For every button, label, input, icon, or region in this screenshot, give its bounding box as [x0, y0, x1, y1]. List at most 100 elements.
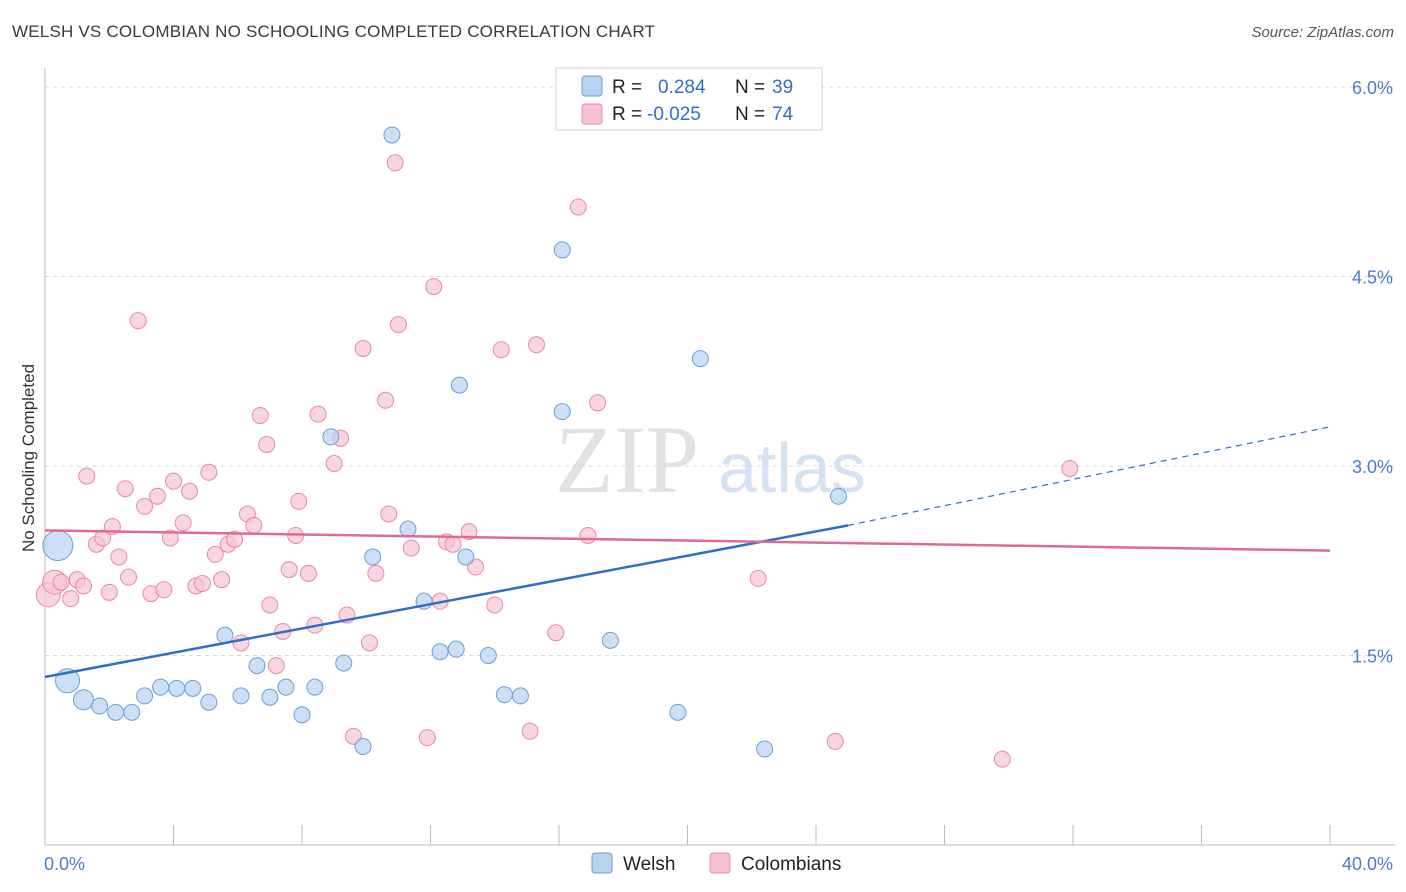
y-axis-title: No Schooling Completed — [19, 364, 38, 552]
y-tick-label: 6.0% — [1352, 78, 1393, 98]
welsh-point — [553, 241, 571, 259]
colombians-point — [386, 154, 404, 172]
welsh-point — [354, 737, 372, 755]
colombians-point — [193, 574, 211, 592]
colombians-point — [444, 535, 462, 553]
colombians-point — [206, 545, 224, 563]
welsh-point — [756, 740, 774, 758]
legend-colombians-n-label: N = — [735, 104, 765, 125]
colombians-point — [325, 454, 343, 472]
colombians-point — [161, 529, 179, 547]
y-tick-label: 1.5% — [1352, 646, 1393, 666]
welsh-point — [399, 520, 417, 538]
welsh-point — [511, 687, 529, 705]
colombians-point — [232, 634, 250, 652]
welsh-point — [136, 687, 154, 705]
welsh-point — [123, 703, 141, 721]
colombians-point — [100, 583, 118, 601]
colombians-point — [290, 492, 308, 510]
colombians-point — [425, 278, 443, 296]
welsh-point — [669, 703, 687, 721]
x-tick-label: 40.0% — [1342, 854, 1393, 874]
welsh-point — [479, 646, 497, 664]
x-tick-labels: 0.0% 40.0% — [44, 854, 1393, 874]
watermark-zip: ZIP — [555, 406, 699, 513]
welsh-point — [335, 654, 353, 672]
y-tick-label: 4.5% — [1352, 267, 1393, 287]
legend-welsh-n-value: 39 — [772, 77, 793, 98]
colombians-point — [174, 514, 192, 532]
colombians-point — [309, 405, 327, 423]
welsh-point — [293, 706, 311, 724]
colombians-point — [136, 497, 154, 515]
welsh-point — [184, 679, 202, 697]
colombians-point — [213, 571, 231, 589]
series-legend: Welsh Colombians — [591, 852, 841, 875]
colombians-point — [62, 590, 80, 608]
welsh-point — [168, 679, 186, 697]
colombians-point — [52, 573, 70, 591]
colombians-point — [261, 596, 279, 614]
bottom-legend-colombians-label: Colombians — [741, 854, 841, 875]
legend-colombians-swatch — [581, 103, 603, 125]
colombians-point — [402, 539, 420, 557]
bottom-legend-colombians-swatch — [709, 852, 731, 874]
welsh-point — [73, 689, 95, 711]
colombians-point — [367, 564, 385, 582]
welsh-point — [42, 530, 74, 562]
colombians-point — [110, 548, 128, 566]
y-tick-labels: 1.5% 3.0% 4.5% 6.0% — [1352, 78, 1393, 667]
legend-welsh-swatch — [581, 75, 603, 97]
welsh-point — [691, 350, 709, 368]
welsh-point — [261, 688, 279, 706]
welsh-series — [42, 126, 847, 758]
welsh-point — [829, 487, 847, 505]
colombians-point — [547, 624, 565, 642]
welsh-point — [457, 548, 475, 566]
bottom-legend-welsh-label: Welsh — [623, 854, 675, 875]
colombians-point — [120, 568, 138, 586]
colombians-point — [749, 569, 767, 587]
colombians-point — [299, 564, 317, 582]
colombians-series — [35, 154, 1079, 768]
colombians-point — [589, 394, 607, 412]
colombians-point — [1061, 460, 1079, 478]
colombians-point — [528, 336, 546, 354]
legend-colombians-r-value: -0.025 — [647, 104, 701, 125]
colombians-point — [165, 472, 182, 490]
welsh-point — [431, 643, 449, 661]
colombians-point — [245, 516, 263, 534]
chart-title: WELSH VS COLOMBIAN NO SCHOOLING COMPLETE… — [12, 22, 656, 41]
colombians-point — [94, 529, 112, 547]
colombians-point — [200, 463, 218, 481]
welsh-point — [383, 126, 401, 144]
colombians-point — [569, 198, 587, 216]
welsh-point — [200, 693, 218, 711]
colombians-trend-line — [44, 529, 1331, 552]
colombians-point — [258, 435, 276, 453]
colombians-point — [267, 657, 285, 675]
welsh-point — [447, 640, 465, 658]
colombians-point — [377, 391, 395, 409]
colombians-point — [181, 482, 199, 500]
welsh-point — [306, 678, 324, 696]
bottom-legend-welsh-swatch — [591, 852, 613, 874]
colombians-point — [280, 561, 298, 579]
welsh-point — [248, 657, 266, 675]
x-tick-label: 0.0% — [44, 854, 85, 874]
welsh-point — [232, 687, 250, 705]
welsh-point — [91, 697, 109, 715]
colombians-point — [492, 341, 510, 359]
correlation-legend: R = 0.284 N = 39 R = -0.025 N = 74 — [555, 67, 823, 131]
chart-source: Source: ZipAtlas.com — [1251, 24, 1394, 41]
axes — [44, 68, 1395, 846]
colombians-point — [148, 487, 166, 505]
welsh-point — [107, 703, 125, 721]
colombians-point — [460, 523, 478, 541]
colombians-point — [155, 581, 173, 599]
colombians-point — [226, 530, 244, 548]
welsh-trend-line — [44, 524, 849, 679]
colombians-point — [75, 577, 93, 595]
legend-welsh-r-label: R = — [612, 77, 642, 98]
